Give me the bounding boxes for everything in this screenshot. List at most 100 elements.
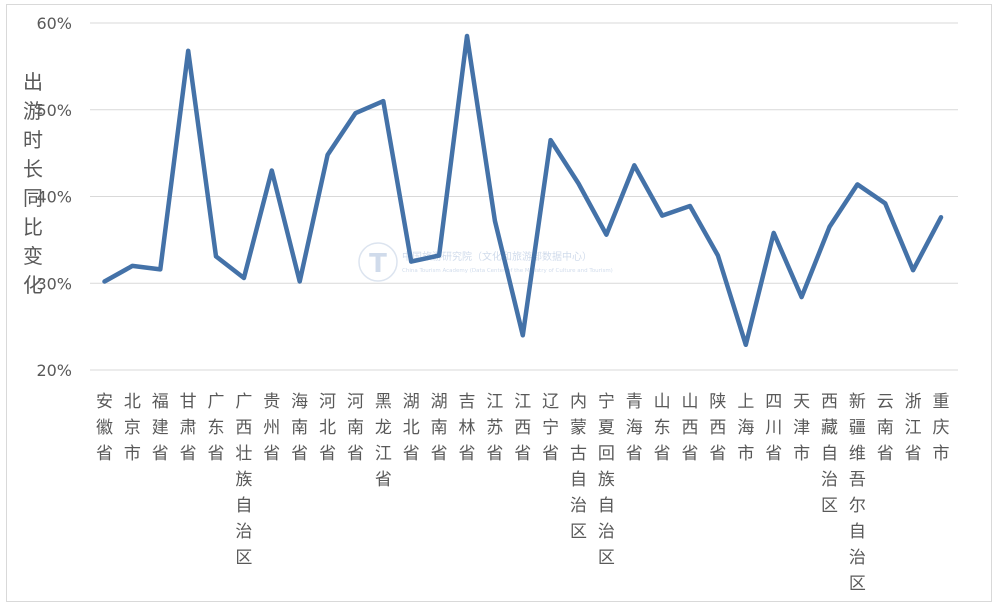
x-category-char: 州 xyxy=(263,418,280,438)
x-category-label: 浙江省 xyxy=(905,392,922,464)
y-axis-label-char: 长 xyxy=(23,157,43,181)
x-category-char: 藏 xyxy=(821,418,838,438)
gridlines xyxy=(90,22,958,371)
x-category-char: 治 xyxy=(598,522,615,542)
x-category-label: 河南省 xyxy=(347,392,364,464)
watermark-line1: 中国旅游研究院（文化和旅游部数据中心） xyxy=(402,250,592,263)
x-category-label: 北京市 xyxy=(124,392,141,464)
x-category-char: 天 xyxy=(793,392,810,412)
x-category-label: 广东省 xyxy=(208,392,225,464)
x-category-char: 南 xyxy=(877,418,894,438)
chart-frame xyxy=(6,4,992,602)
x-category-char: 区 xyxy=(849,574,866,594)
x-category-char: 疆 xyxy=(849,418,866,438)
x-category-label: 贵州省 xyxy=(263,392,280,464)
x-category-char: 江 xyxy=(905,418,922,438)
x-category-label: 福建省 xyxy=(152,392,169,464)
x-category-char: 云 xyxy=(877,392,894,412)
x-category-char: 南 xyxy=(291,418,308,438)
x-category-char: 区 xyxy=(570,522,587,542)
x-category-char: 南 xyxy=(347,418,364,438)
x-category-char: 夏 xyxy=(598,418,615,438)
x-category-char: 江 xyxy=(486,392,503,412)
x-category-char: 区 xyxy=(598,548,615,568)
x-category-char: 四 xyxy=(765,392,782,412)
x-category-char: 省 xyxy=(709,444,726,464)
x-category-char: 市 xyxy=(124,444,141,464)
x-category-char: 省 xyxy=(152,444,169,464)
x-category-char: 西 xyxy=(514,418,531,438)
x-category-char: 自 xyxy=(849,522,866,542)
x-category-char: 省 xyxy=(877,444,894,464)
x-category-char: 省 xyxy=(654,444,671,464)
x-category-char: 安 xyxy=(96,392,113,412)
x-category-char: 古 xyxy=(570,444,587,464)
x-category-char: 省 xyxy=(403,444,420,464)
x-category-char: 西 xyxy=(709,418,726,438)
x-category-label: 四川省 xyxy=(765,392,782,464)
x-category-char: 苏 xyxy=(486,418,503,438)
y-tick-label: 30% xyxy=(36,274,72,293)
x-category-label: 山东省 xyxy=(654,392,671,464)
x-category-char: 津 xyxy=(793,418,810,438)
x-category-char: 省 xyxy=(542,444,559,464)
x-category-char: 自 xyxy=(570,470,587,490)
x-category-char: 治 xyxy=(570,496,587,516)
x-category-char: 治 xyxy=(821,470,838,490)
x-category-char: 重 xyxy=(933,392,950,412)
x-category-char: 省 xyxy=(96,444,113,464)
x-category-char: 省 xyxy=(682,444,699,464)
x-category-char: 蒙 xyxy=(570,418,587,438)
x-category-char: 内 xyxy=(570,392,587,412)
series-line xyxy=(102,33,944,348)
x-category-label: 甘肃省 xyxy=(180,392,197,464)
x-category-label: 吉林省 xyxy=(458,392,475,464)
y-axis-label-char: 游 xyxy=(23,99,43,123)
x-category-char: 治 xyxy=(849,548,866,568)
y-axis-label: 出游时长同比变化 xyxy=(20,68,46,300)
x-category-char: 维 xyxy=(849,444,866,464)
x-category-char: 省 xyxy=(347,444,364,464)
y-axis-label-char: 化 xyxy=(23,273,43,297)
x-category-char: 省 xyxy=(431,444,448,464)
x-category-char: 自 xyxy=(821,444,838,464)
x-category-label: 湖北省 xyxy=(403,392,420,464)
x-category-char: 区 xyxy=(821,496,838,516)
x-category-label: 山西省 xyxy=(682,392,699,464)
x-category-char: 自 xyxy=(598,496,615,516)
watermark-logo-icon xyxy=(358,242,398,282)
x-category-label: 辽宁省 xyxy=(542,392,559,464)
x-category-char: 省 xyxy=(765,444,782,464)
x-category-char: 北 xyxy=(403,418,420,438)
x-category-char: 省 xyxy=(626,444,643,464)
x-category-char: 族 xyxy=(235,470,252,490)
x-category-char: 省 xyxy=(458,444,475,464)
x-category-char: 治 xyxy=(235,522,252,542)
watermark: T 中国旅游研究院（文化和旅游部数据中心） China Tourism Acad… xyxy=(358,242,613,282)
x-category-char: 肃 xyxy=(180,418,197,438)
x-category-char: 吾 xyxy=(849,470,866,490)
x-category-char: 广 xyxy=(208,392,225,412)
x-category-char: 市 xyxy=(933,444,950,464)
x-category-char: 省 xyxy=(208,444,225,464)
x-category-char: 海 xyxy=(626,418,643,438)
x-category-char: 江 xyxy=(375,444,392,464)
x-category-char: 建 xyxy=(152,418,169,438)
x-category-char: 江 xyxy=(514,392,531,412)
y-axis-label-char: 比 xyxy=(23,215,43,239)
y-axis-label-char: 变 xyxy=(23,244,43,268)
x-category-char: 尔 xyxy=(849,496,866,516)
y-ticks: 20% 30% 40% 50% 60% xyxy=(36,14,72,380)
y-tick-label: 50% xyxy=(36,101,72,120)
x-category-char: 徽 xyxy=(96,418,113,438)
x-category-char: 东 xyxy=(654,418,671,438)
x-category-char: 河 xyxy=(319,392,336,412)
x-category-char: 宁 xyxy=(542,418,559,438)
x-category-char: 河 xyxy=(347,392,364,412)
x-category-char: 西 xyxy=(682,418,699,438)
